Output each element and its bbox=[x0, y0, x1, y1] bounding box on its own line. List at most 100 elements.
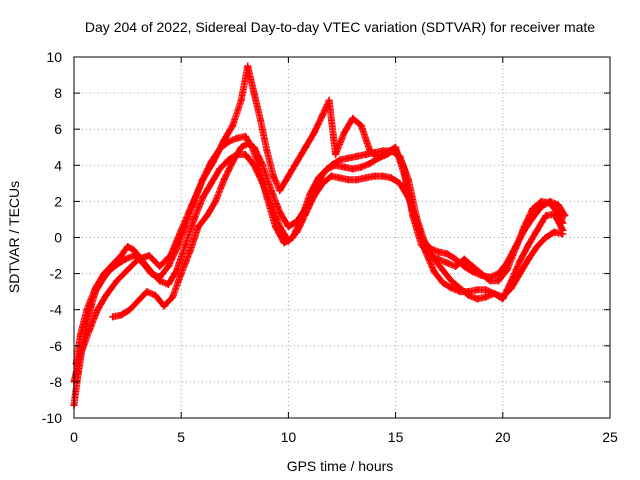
data-point bbox=[151, 291, 159, 299]
data-series bbox=[70, 62, 569, 409]
y-tick-label: 6 bbox=[54, 121, 62, 137]
data-point bbox=[220, 176, 228, 184]
data-point bbox=[327, 161, 335, 169]
data-point bbox=[220, 136, 228, 144]
y-tick-label: -10 bbox=[42, 410, 62, 426]
data-point bbox=[229, 158, 237, 166]
data-point bbox=[190, 215, 198, 223]
data-point bbox=[302, 205, 310, 213]
data-point bbox=[156, 277, 164, 285]
data-point bbox=[126, 306, 134, 314]
data-point bbox=[284, 223, 292, 231]
data-point bbox=[325, 96, 333, 104]
data-point bbox=[366, 159, 374, 167]
data-point bbox=[512, 244, 520, 252]
data-point bbox=[276, 223, 284, 231]
data-point bbox=[257, 116, 265, 124]
data-point bbox=[147, 268, 155, 276]
data-point bbox=[349, 165, 357, 173]
data-point bbox=[362, 150, 370, 158]
data-point bbox=[443, 259, 451, 267]
data-point bbox=[452, 255, 460, 263]
data-point bbox=[357, 122, 365, 130]
y-tick-label: 0 bbox=[54, 230, 62, 246]
data-point bbox=[259, 161, 267, 169]
y-tick-label: 8 bbox=[54, 85, 62, 101]
data-point bbox=[533, 243, 541, 251]
data-point bbox=[259, 179, 267, 187]
data-point bbox=[353, 176, 361, 184]
data-point bbox=[366, 147, 374, 155]
series-markers bbox=[70, 62, 567, 386]
data-point bbox=[387, 174, 395, 182]
data-point bbox=[109, 313, 117, 321]
data-point bbox=[434, 248, 442, 256]
data-point bbox=[263, 147, 271, 155]
data-point bbox=[293, 158, 301, 166]
data-point bbox=[76, 331, 84, 339]
y-axis-label: SDTVAR / TECUs bbox=[6, 181, 22, 293]
x-tick-label: 20 bbox=[495, 429, 511, 445]
data-point bbox=[145, 252, 153, 260]
data-point bbox=[166, 252, 174, 260]
data-point bbox=[516, 257, 524, 265]
y-tick-label: -2 bbox=[50, 266, 63, 282]
data-point bbox=[203, 212, 211, 220]
data-point bbox=[229, 122, 237, 130]
data-point bbox=[177, 226, 185, 234]
x-tick-label: 0 bbox=[70, 429, 78, 445]
data-point bbox=[94, 306, 102, 314]
data-point bbox=[443, 250, 451, 258]
data-point bbox=[199, 176, 207, 184]
y-tick-label: -4 bbox=[50, 302, 63, 318]
data-point bbox=[555, 201, 563, 209]
axis-ticks: 0 5 10 15 20 25 -10 -8 -6 -4 -2 0 2 4 6 8 10 bbox=[42, 49, 618, 445]
data-point bbox=[490, 289, 498, 297]
data-point bbox=[400, 165, 408, 173]
data-point bbox=[529, 205, 537, 213]
data-point bbox=[194, 223, 202, 231]
data-point bbox=[327, 172, 335, 180]
data-point bbox=[91, 284, 99, 292]
data-point bbox=[121, 255, 129, 263]
data-point bbox=[156, 262, 164, 270]
data-point bbox=[336, 156, 344, 164]
data-point bbox=[349, 114, 357, 122]
data-point bbox=[542, 212, 550, 220]
data-point bbox=[284, 172, 292, 180]
data-point bbox=[482, 293, 490, 301]
x-axis-label: GPS time / hours bbox=[287, 458, 394, 474]
data-point bbox=[293, 217, 301, 225]
data-point bbox=[525, 241, 533, 249]
data-point bbox=[503, 266, 511, 274]
data-point bbox=[85, 327, 93, 335]
data-point bbox=[533, 226, 541, 234]
data-point bbox=[188, 201, 196, 209]
data-point bbox=[310, 129, 318, 137]
data-point bbox=[242, 132, 250, 140]
data-point bbox=[344, 176, 352, 184]
y-tick-label: -8 bbox=[50, 374, 63, 390]
data-point bbox=[357, 163, 365, 171]
y-tick-label: 4 bbox=[54, 157, 62, 173]
data-point bbox=[181, 241, 189, 249]
data-point bbox=[469, 262, 477, 270]
data-point bbox=[559, 226, 567, 234]
data-point bbox=[177, 270, 185, 278]
data-point bbox=[237, 96, 245, 104]
data-point bbox=[186, 248, 194, 256]
series-track-c bbox=[109, 140, 567, 321]
data-point bbox=[124, 266, 132, 274]
data-point bbox=[486, 277, 494, 285]
data-point bbox=[169, 293, 177, 301]
data-point bbox=[452, 262, 460, 270]
data-point bbox=[134, 255, 142, 263]
data-point bbox=[269, 172, 277, 180]
data-point bbox=[464, 291, 472, 299]
data-point bbox=[164, 262, 172, 270]
data-point bbox=[430, 268, 438, 276]
data-point bbox=[499, 295, 507, 303]
data-point bbox=[439, 266, 447, 274]
data-point bbox=[336, 174, 344, 182]
